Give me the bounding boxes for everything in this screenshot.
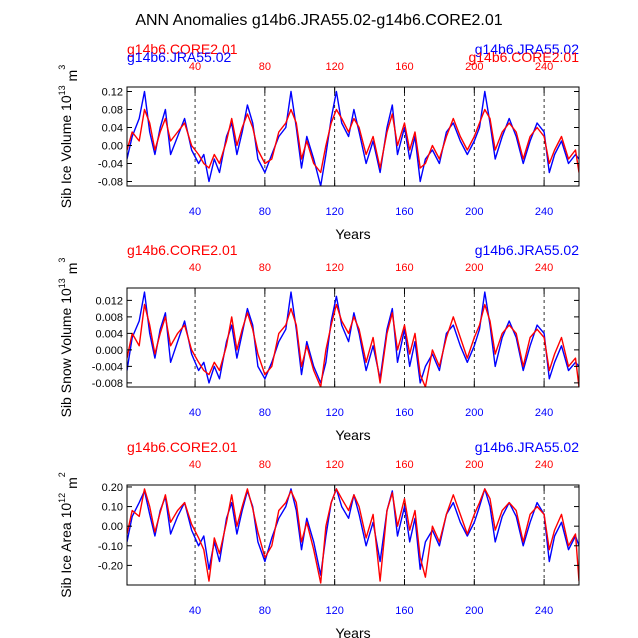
x-tick-label: 240 [535, 206, 553, 218]
y-axis-title-part: 13 [57, 85, 67, 95]
y-axis-title-part: 13 [57, 278, 67, 288]
y-axis-title-part: m [64, 263, 80, 279]
y-tick-label: -0.004 [92, 361, 123, 373]
y-axis-title: Sib Snow Volume 1013 m3 [57, 258, 80, 418]
y-tick-label: 0.10 [102, 502, 123, 514]
x-tick-label: 160 [395, 206, 413, 218]
series-label-jra55: g14b6.JRA55.02 [475, 242, 580, 258]
chart-panel-3: -0.20 -0.10 0.00 0.10 0.20 40 40 80 80 120 120 160 1… [57, 439, 580, 638]
top-x-tick-label: 120 [325, 262, 343, 274]
y-tick-label: -0.04 [98, 159, 123, 171]
y-tick-label: 0.00 [102, 521, 123, 533]
series-label-core2: g14b6.CORE2.01 [127, 439, 238, 455]
y-tick-label: 0.000 [95, 345, 123, 357]
top-x-tick-label: 40 [189, 262, 201, 274]
x-tick-label: 40 [189, 605, 201, 617]
top-x-tick-label: 40 [189, 459, 201, 471]
y-axis-title-part: 12 [57, 493, 67, 503]
top-x-tick-label: 80 [259, 459, 271, 471]
series-label-jra55: g14b6.JRA55.02 [475, 41, 580, 57]
x-tick-label: 200 [465, 605, 483, 617]
y-axis-title-part: Sib Ice Area 10 [58, 503, 74, 598]
y-axis-title-part: m [64, 477, 80, 493]
y-tick-label: -0.10 [98, 541, 123, 553]
series-line-core2 [127, 488, 579, 584]
x-tick-label: 80 [259, 206, 271, 218]
top-x-tick-label: 40 [189, 61, 201, 73]
y-tick-label: 0.12 [102, 87, 123, 99]
figure-title: ANN Anomalies g14b6.JRA55.02-g14b6.CORE2… [135, 12, 502, 29]
y-axis-title: Sib Ice Volume 1013 m3 [57, 65, 80, 208]
series-line-core2 [127, 108, 579, 174]
y-tick-label: 0.012 [95, 295, 123, 307]
series-label-jra55-overlay: g14b6.JRA55.02 [127, 49, 232, 65]
y-axis-title-part: m [64, 70, 80, 86]
series-line-core2 [127, 303, 579, 387]
y-axis-title-part: 3 [57, 258, 67, 263]
plot-frame [126, 484, 580, 586]
y-tick-label: -0.20 [98, 560, 123, 572]
plot-frame [126, 86, 580, 187]
series-label-core2: g14b6.CORE2.01 [127, 242, 238, 258]
x-tick-label: 80 [259, 407, 271, 419]
series-label-jra55: g14b6.JRA55.02 [475, 439, 580, 455]
series-label-core2-overlay: g14b6.CORE2.01 [468, 49, 579, 65]
y-tick-label: -0.08 [98, 177, 123, 189]
y-tick-label: 0.00 [102, 141, 123, 153]
x-axis-title: Years [335, 226, 370, 242]
y-tick-label: -0.008 [92, 378, 123, 390]
x-tick-label: 120 [325, 605, 343, 617]
top-x-tick-label: 240 [535, 61, 553, 73]
top-x-tick-label: 240 [535, 459, 553, 471]
top-x-tick-label: 160 [395, 262, 413, 274]
series-line-jra55 [127, 488, 579, 576]
top-x-tick-label: 200 [465, 459, 483, 471]
x-tick-label: 200 [465, 407, 483, 419]
x-tick-label: 160 [395, 605, 413, 617]
y-axis-title: Sib Ice Area 1012 m2 [57, 472, 80, 598]
y-tick-label: 0.004 [95, 328, 123, 340]
x-tick-label: 120 [325, 206, 343, 218]
y-axis-title-part: Sib Snow Volume 10 [58, 288, 74, 417]
top-x-tick-label: 200 [465, 262, 483, 274]
chart-panel-1: -0.08 -0.04 0.00 0.04 0.08 0.12 40 40 80 80 120 120… [57, 41, 580, 242]
chart-panel-2: -0.008 -0.004 0.000 0.004 0.008 0.012 40 40 80 80… [57, 242, 580, 443]
top-x-tick-label: 120 [325, 61, 343, 73]
x-tick-label: 240 [535, 605, 553, 617]
y-axis-title-part: Sib Ice Volume 10 [58, 95, 74, 208]
y-tick-label: 0.20 [102, 482, 123, 494]
x-tick-label: 200 [465, 206, 483, 218]
y-axis-title-part: 3 [57, 65, 67, 70]
top-x-tick-label: 120 [325, 459, 343, 471]
x-tick-label: 160 [395, 407, 413, 419]
series-label-core2: g14b6.CORE2.01 [127, 41, 238, 57]
x-tick-label: 120 [325, 407, 343, 419]
x-axis-title: Years [335, 427, 370, 443]
x-tick-label: 80 [259, 605, 271, 617]
top-x-tick-label: 80 [259, 61, 271, 73]
top-x-tick-label: 240 [535, 262, 553, 274]
top-x-tick-label: 80 [259, 262, 271, 274]
x-tick-label: 240 [535, 407, 553, 419]
chart-panels: -0.08-0.040.000.040.080.1240408080120120… [57, 41, 580, 638]
plot-frame [126, 287, 580, 388]
x-axis-title: Years [335, 625, 370, 638]
x-tick-label: 40 [189, 206, 201, 218]
y-axis-title-part: 2 [57, 472, 67, 477]
y-tick-label: 0.04 [102, 123, 123, 135]
y-tick-label: 0.008 [95, 312, 123, 324]
y-tick-label: 0.08 [102, 105, 123, 117]
top-x-tick-label: 160 [395, 459, 413, 471]
top-x-tick-label: 160 [395, 61, 413, 73]
x-tick-label: 40 [189, 407, 201, 419]
top-x-tick-label: 200 [465, 61, 483, 73]
